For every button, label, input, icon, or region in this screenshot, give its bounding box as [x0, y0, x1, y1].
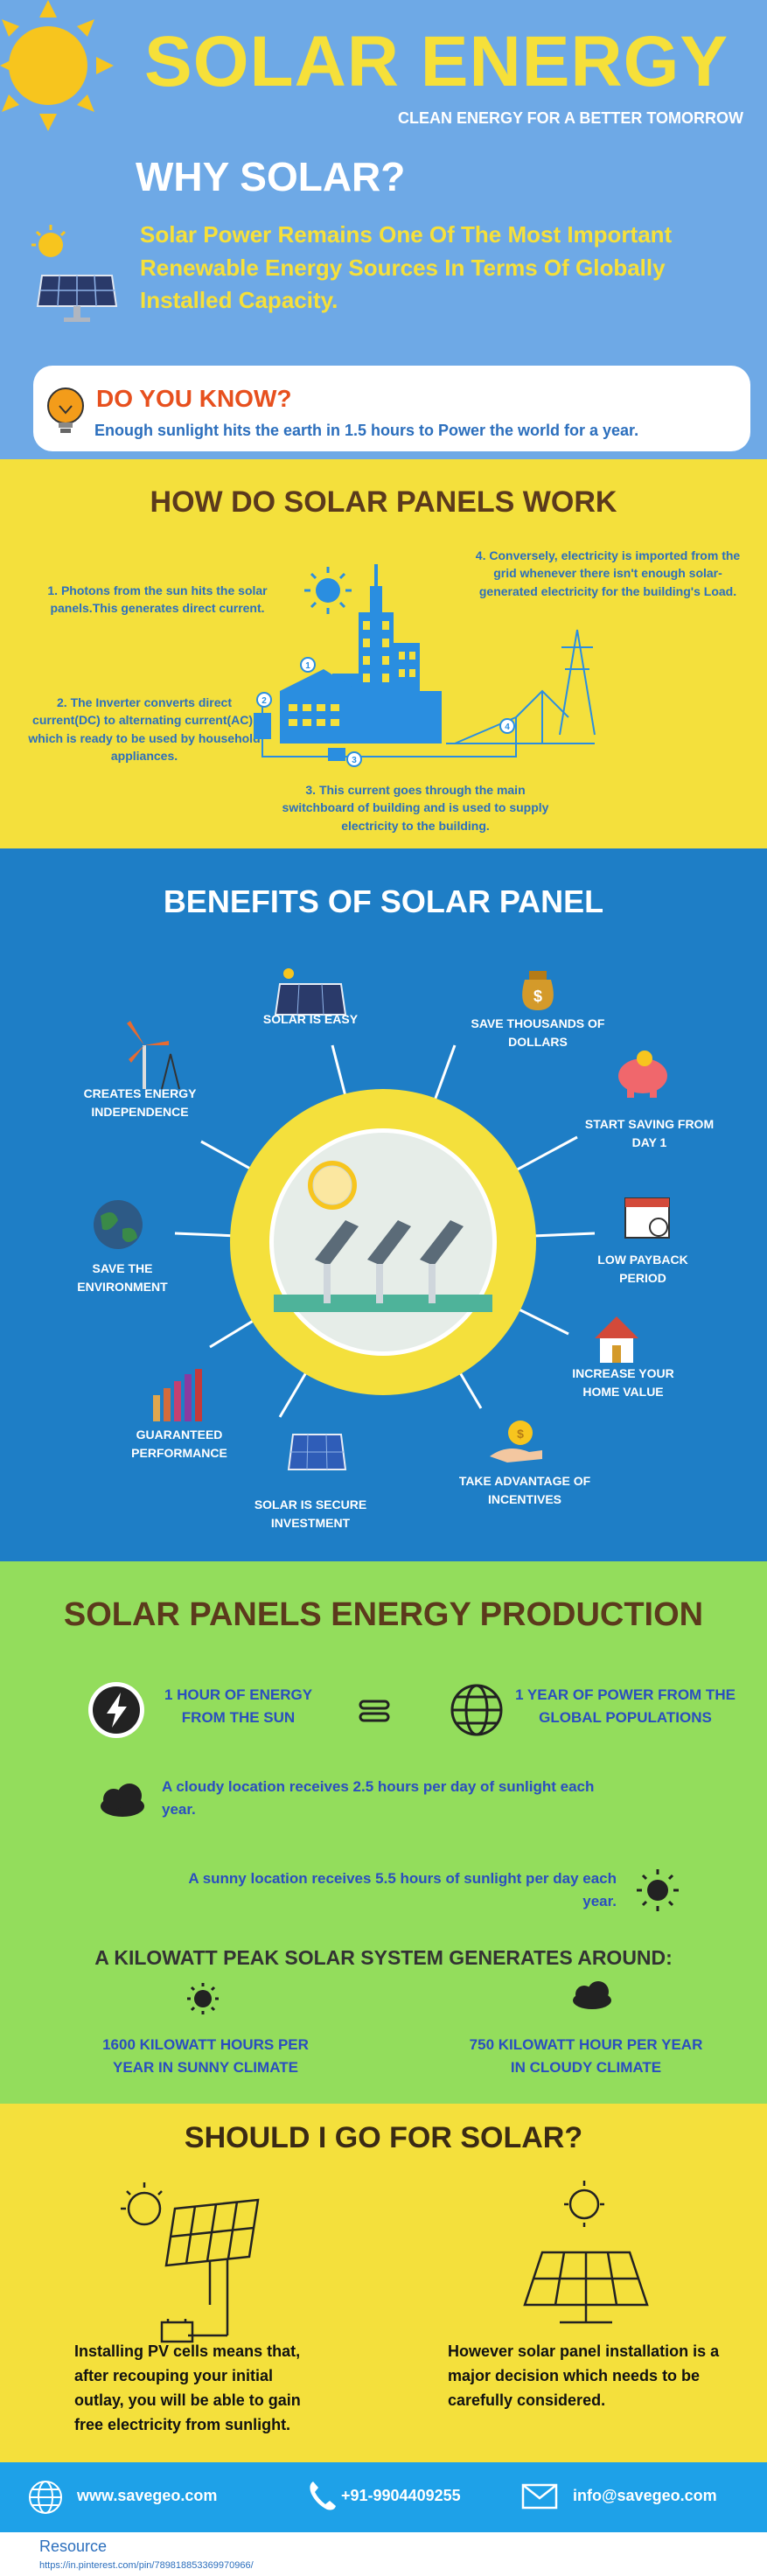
production-title: SOLAR PANELS ENERGY PRODUCTION — [63, 1596, 704, 1633]
how-marker-4: 4 — [505, 723, 510, 732]
benefit-label-easy: SOLAR IS EASY — [262, 1012, 359, 1026]
benefit-icon-piggy — [618, 1051, 667, 1098]
how-step-1: 1. Photons from the sun hits the solar p… — [47, 583, 268, 616]
solar-panel-battery-icon — [121, 2182, 260, 2343]
footer-email-link[interactable]: info@savegeo.com — [573, 2487, 717, 2504]
benefit-label-home-value: INCREASE YOUR HOME VALUE — [572, 1366, 674, 1399]
how-it-works-section: HOW DO SOLAR PANELS WORK 1. Photons from… — [0, 459, 767, 848]
how-marker-2: 2 — [261, 696, 267, 706]
sunny-location-text: A sunny location receives 5.5 hours of s… — [188, 1870, 617, 1910]
cloudy-output: 750 KILOWATT HOUR PER YEAR IN CLOUDY CLI… — [469, 2036, 703, 2077]
svg-text:$: $ — [517, 1427, 524, 1441]
mail-icon — [521, 2483, 558, 2510]
svg-text:$: $ — [533, 988, 542, 1005]
header-section: SOLAR ENERGY CLEAN ENERGY FOR A BETTER T… — [0, 0, 767, 459]
benefit-icon-calendar — [624, 1197, 670, 1239]
should-section: SHOULD I GO FOR SOLAR? — [0, 2104, 767, 2462]
benefit-label-environment: SAVE THE ENVIRONMENT — [77, 1261, 168, 1294]
resource-label: Resource — [39, 2538, 108, 2555]
equation-right: 1 YEAR OF POWER FROM THE GLOBAL POPULATI… — [515, 1686, 736, 1727]
lightning-icon — [88, 1682, 144, 1738]
benefit-icon-independence — [127, 1021, 180, 1090]
should-icons — [121, 2181, 649, 2343]
why-solar-heading: WHY SOLAR? — [136, 154, 406, 199]
footer: www.savegeo.com +91-9904409255 info@save… — [0, 2462, 767, 2532]
kilowatt-title: A KILOWATT PEAK SOLAR SYSTEM GENERATES A… — [94, 1946, 673, 1969]
how-marker-1: 1 — [305, 661, 310, 671]
cloudy-location-text: A cloudy location receives 2.5 hours per… — [162, 1778, 595, 1819]
building-icon — [280, 564, 442, 743]
how-step-3: 3. This current goes through the main sw… — [282, 783, 549, 833]
benefit-icon-environment — [94, 1200, 143, 1249]
benefit-label-performance: GUARANTEED PERFORMANCE — [131, 1428, 227, 1460]
how-marker-3: 3 — [352, 756, 357, 765]
footer-phone-link[interactable]: +91-9904409255 — [341, 2487, 461, 2504]
benefit-icon-dollars: $ — [522, 971, 554, 1010]
equation-left: 1 HOUR OF ENERGY FROM THE SUN — [164, 1686, 313, 1727]
cloud-icon — [101, 1784, 144, 1817]
benefit-icon-performance — [153, 1369, 202, 1421]
solar-panel-icon — [31, 225, 118, 322]
how-it-works-title: HOW DO SOLAR PANELS WORK — [150, 485, 617, 519]
benefits-diagram: $ $ — [94, 968, 670, 1470]
page-title: SOLAR ENERGY — [144, 22, 729, 101]
should-title: SHOULD I GO FOR SOLAR? — [184, 2121, 583, 2154]
benefits-title: BENEFITS OF SOLAR PANEL — [163, 883, 604, 919]
benefit-label-payback: LOW PAYBACK PERIOD — [597, 1253, 688, 1285]
resource-section: Resource https://in.pinterest.com/pin/78… — [0, 2532, 767, 2576]
sunny-output: 1600 KILOWATT HOURS PER YEAR IN SUNNY CL… — [102, 2036, 309, 2077]
benefit-icon-incentives: $ — [490, 1421, 542, 1463]
production-icons — [88, 1682, 679, 2014]
page-subtitle: CLEAN ENERGY FOR A BETTER TOMORROW — [397, 109, 743, 127]
how-step-4: 4. Conversely, electricity is imported f… — [475, 548, 741, 598]
benefit-label-day1: START SAVING FROM DAY 1 — [584, 1117, 715, 1149]
should-left-text: Installing PV cells means that, after re… — [74, 2342, 301, 2433]
how-step-2: 2. The Inverter converts direct current(… — [28, 695, 261, 763]
did-you-know-title: DO YOU KNOW? — [96, 385, 292, 412]
sun-icon — [637, 1869, 679, 1911]
benefit-icon-secure — [287, 1434, 347, 1470]
did-you-know-text: Enough sunlight hits the earth in 1.5 ho… — [94, 422, 639, 439]
phone-icon — [310, 2482, 336, 2510]
equals-icon — [359, 1700, 390, 1722]
solar-panel-icon — [523, 2181, 649, 2324]
cloud-small-icon — [573, 1981, 611, 2009]
lightbulb-icon — [47, 387, 84, 433]
benefit-icon-house — [595, 1316, 638, 1363]
sun-small-icon — [187, 1983, 219, 2014]
should-right-text: However solar panel installation is a ma… — [448, 2342, 720, 2409]
benefits-section: BENEFITS OF SOLAR PANEL — [0, 848, 767, 1561]
globe-icon — [29, 2481, 62, 2514]
benefit-label-independence: CREATES ENERGY INDEPENDENCE — [83, 1086, 197, 1119]
globe-icon — [450, 1684, 503, 1736]
sun-icon — [0, 0, 114, 131]
did-you-know-box: DO YOU KNOW? Enough sunlight hits the ea… — [33, 366, 750, 451]
benefit-icon-easy — [274, 968, 347, 1016]
benefit-label-secure: SOLAR IS SECURE INVESTMENT — [254, 1497, 367, 1530]
benefit-label-dollars: SAVE THOUSANDS OF DOLLARS — [471, 1016, 605, 1049]
why-solar-text: Solar Power Remains One Of The Most Impo… — [140, 221, 673, 314]
resource-link[interactable]: https://in.pinterest.com/pin/78981885336… — [39, 2560, 254, 2571]
production-section: SOLAR PANELS ENERGY PRODUCTION — [0, 1561, 767, 2104]
how-it-works-diagram: 1 2 3 4 — [254, 564, 596, 767]
footer-website-link[interactable]: www.savegeo.com — [77, 2487, 218, 2504]
sun-icon — [304, 567, 352, 614]
benefit-label-incentives: TAKE ADVANTAGE OF INCENTIVES — [458, 1474, 591, 1506]
